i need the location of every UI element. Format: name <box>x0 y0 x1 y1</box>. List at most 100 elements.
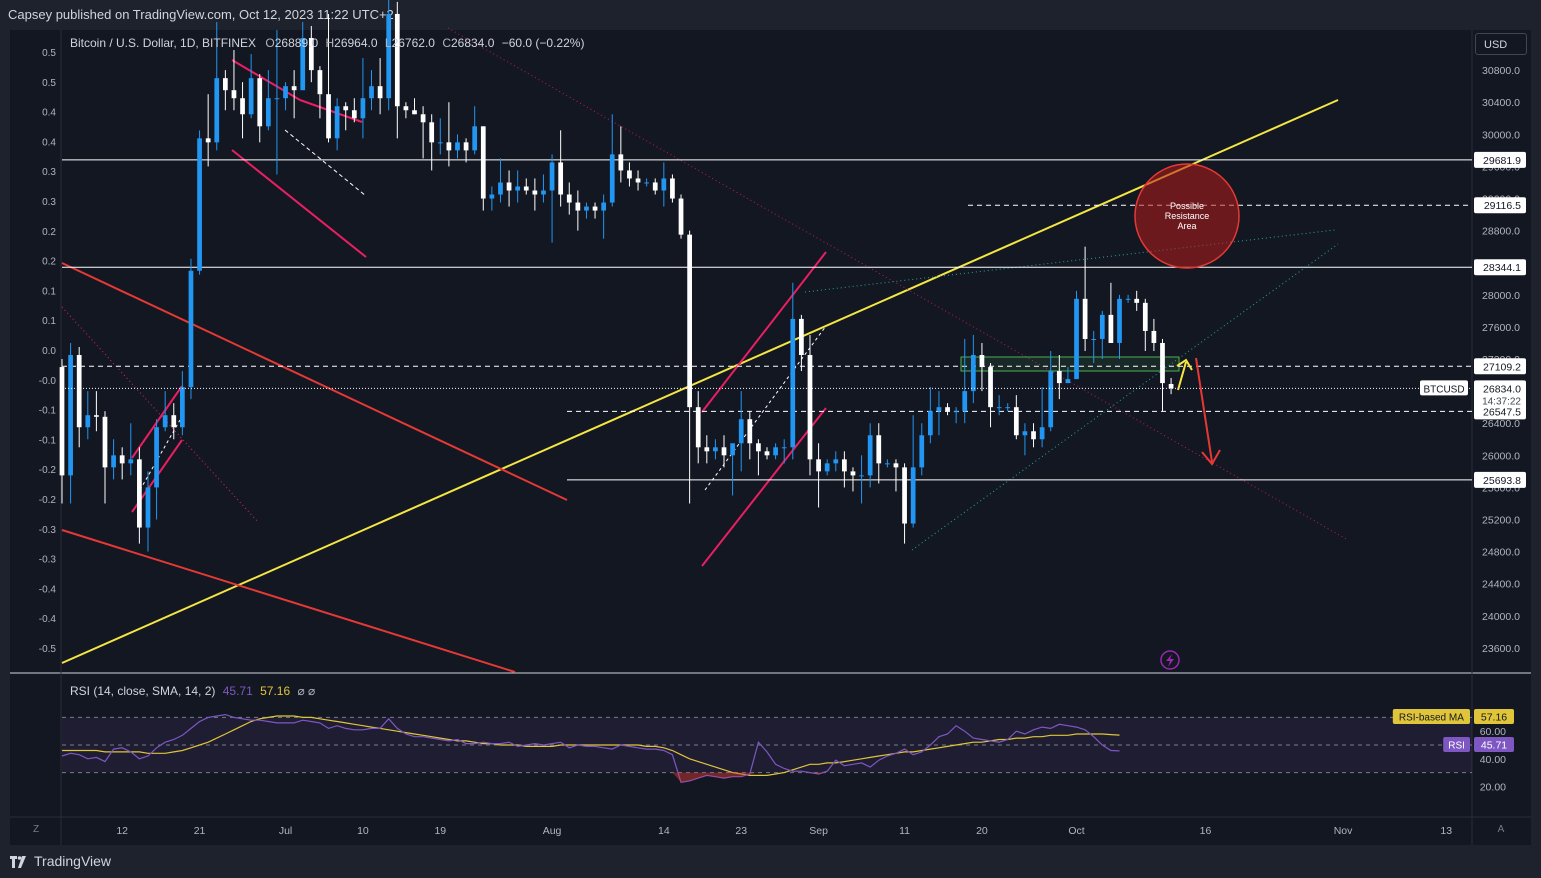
low-label: L <box>384 36 392 50</box>
publisher-line: Capsey published on TradingView.com, Oct… <box>8 7 394 22</box>
left-axis-label: 0.3 <box>42 167 56 178</box>
candle-body <box>1022 431 1028 436</box>
lightning-icon <box>1160 650 1180 670</box>
rsi-ma-value-tag <box>1474 709 1514 724</box>
candle-body <box>351 110 357 119</box>
pink-channel-top <box>231 59 301 101</box>
candle-body <box>652 182 658 191</box>
candle-body <box>248 78 254 115</box>
candle-body <box>919 435 925 468</box>
candle-body <box>1151 330 1157 343</box>
candle-body <box>953 411 959 413</box>
zoom-out-button[interactable]: Z <box>32 824 40 835</box>
candle-body <box>790 318 796 448</box>
candle-body <box>128 459 134 464</box>
candle-body <box>137 459 142 528</box>
rsi-axis-label: 20.00 <box>1480 781 1506 793</box>
open-label: O <box>265 36 275 50</box>
candle-body <box>584 206 589 211</box>
rsi-ma-line <box>62 715 1120 777</box>
candle-body <box>489 194 495 199</box>
level-tag <box>1474 151 1526 168</box>
rsi-axis-label: 60.00 <box>1480 726 1506 738</box>
footer-bar: TradingView <box>0 845 1541 878</box>
yellow-trendline <box>61 99 1339 664</box>
candle-body <box>885 463 890 465</box>
candle-body <box>343 106 349 111</box>
red-arrow-head <box>1201 449 1221 466</box>
left-axis-label: -0.5 <box>39 644 57 655</box>
rsi-tag <box>1443 737 1470 752</box>
candle-body <box>145 487 151 528</box>
candle-body <box>1031 431 1036 440</box>
candle-body <box>756 443 761 452</box>
left-axis-label: 0.4 <box>42 137 56 148</box>
pink-channel-top-2 <box>299 99 363 123</box>
teal-dotted-lower <box>911 243 1339 551</box>
candle-body <box>738 419 744 444</box>
time-axis-label: 13 <box>1440 825 1452 837</box>
candle-body <box>480 126 486 199</box>
candle-body <box>1013 407 1019 436</box>
candle-body <box>1134 298 1140 303</box>
price-axis-label: 30800.0 <box>1482 65 1520 77</box>
rsi-legend: RSI (14, close, SMA, 14, 2) 45.71 57.16 … <box>70 684 315 698</box>
rsi-tag-label: RSI <box>1448 741 1465 752</box>
candle-body <box>970 355 976 392</box>
currency-button[interactable]: USD <box>1475 33 1527 55</box>
axes-layer: 0.5 0.5 0.4 0.4 0.3 0.3 0.2 0.2 0.1 0.1 0.0 -0.0 -0.… <box>39 48 1526 837</box>
candle-body <box>773 447 778 456</box>
symbol-legend: Bitcoin / U.S. Dollar, 1D, BITFINEX O268… <box>70 36 584 50</box>
brand-name: TradingView <box>34 853 112 869</box>
candle-body <box>515 186 521 191</box>
candle-body <box>1142 302 1148 331</box>
rsi-legend-value: 45.71 <box>222 684 253 698</box>
candle-body <box>549 162 555 191</box>
candle-body <box>1160 342 1165 384</box>
candle-body <box>541 190 546 195</box>
rsi-pane: 60.00 40.00 20.00 RSI-based MA 57.16 RSI 45.71 <box>61 709 1514 793</box>
time-axis-label: Nov <box>1334 825 1353 837</box>
candle-body <box>678 198 684 235</box>
candle-body <box>644 182 649 184</box>
rsi-legend-icons[interactable]: ⌀ ⌀ <box>297 684 316 698</box>
red-arrow <box>1195 357 1213 463</box>
chart-frame[interactable] <box>10 30 1531 845</box>
close-value: 26834.0 <box>450 36 495 50</box>
price-axis-label: 28000.0 <box>1482 290 1520 302</box>
candles-layer <box>59 0 1174 552</box>
candle-body <box>627 170 632 179</box>
level-tag-label: 28344.1 <box>1483 262 1521 274</box>
resistance-label: Resistance <box>1165 211 1210 221</box>
left-axis-label: -0.4 <box>39 584 57 595</box>
candle-body <box>498 182 503 195</box>
time-axis-label: Jul <box>279 825 292 837</box>
current-price-label: 26834.0 <box>1483 383 1521 395</box>
candle-body <box>1125 298 1131 300</box>
candle-body <box>1048 371 1054 428</box>
left-axis-label: 0.2 <box>42 257 56 268</box>
rsi-axis-label: 40.00 <box>1480 754 1506 766</box>
tradingview-brand[interactable]: TradingView <box>10 853 111 869</box>
candle-body <box>334 106 340 139</box>
rsi-title: RSI (14, close, SMA, 14, 2) <box>70 684 216 698</box>
close-label: C <box>442 36 451 50</box>
price-axis-label: 24400.0 <box>1482 579 1520 591</box>
candle-body <box>300 38 306 91</box>
candle-body <box>326 94 331 139</box>
price-axis-label: 27600.0 <box>1482 322 1520 334</box>
resistance-label: Area <box>1177 221 1196 231</box>
candle-body <box>1108 314 1114 343</box>
left-axis-label: 0.1 <box>42 316 56 327</box>
auto-scale-button[interactable]: A <box>1497 824 1505 835</box>
candle-body <box>394 13 400 107</box>
rsi-ma-value-label: 57.16 <box>1481 712 1507 724</box>
time-axis-label: 10 <box>357 825 369 837</box>
rsi-oversold-fill <box>672 772 828 783</box>
tradingview-logo-icon <box>10 855 28 868</box>
level-tag-label: 29116.5 <box>1484 200 1521 212</box>
candle-body <box>988 367 993 408</box>
left-axis-label: 0.5 <box>42 78 56 89</box>
